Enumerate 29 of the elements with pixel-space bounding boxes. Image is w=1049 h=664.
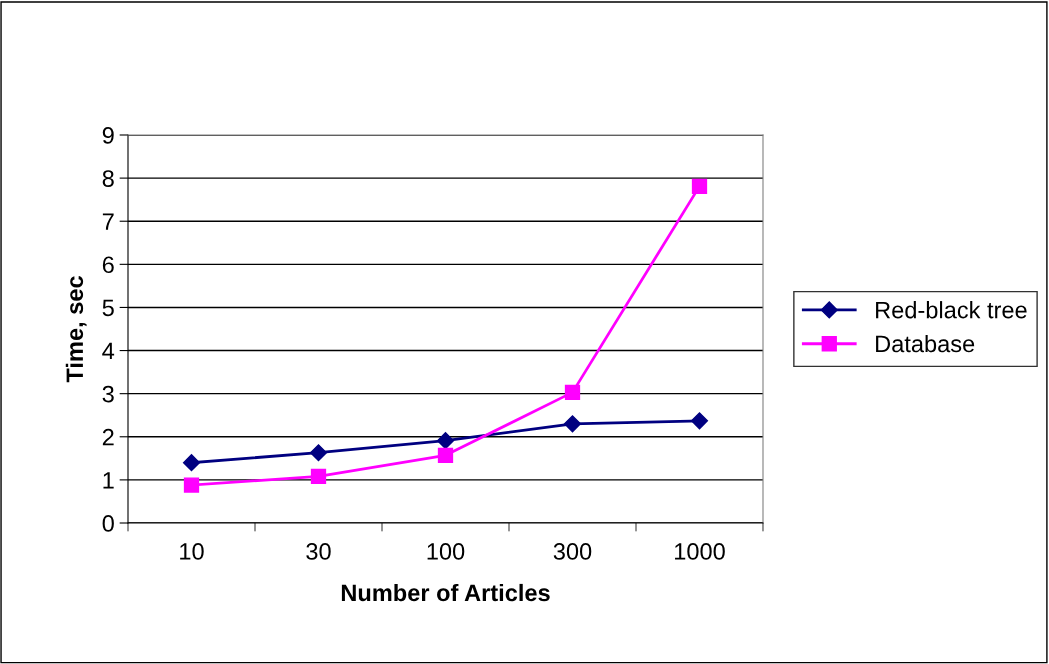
- y-tick-label: 8: [102, 170, 114, 187]
- y-tick-label: 1: [103, 472, 114, 489]
- x-axis-title: Number of Articles: [341, 583, 550, 602]
- y-tick-label: 9: [102, 127, 114, 144]
- x-tick-label: 10: [180, 543, 204, 560]
- y-tick-label: 2: [102, 428, 114, 446]
- point: [436, 432, 455, 450]
- legend-label: Database: [876, 334, 975, 353]
- x-tick-label: 30: [306, 543, 331, 560]
- point: [690, 412, 709, 430]
- point: [563, 415, 582, 433]
- y-tick-label: 6: [102, 256, 114, 274]
- point: [691, 178, 708, 194]
- point: [310, 468, 327, 485]
- y-tick-label: 4: [102, 342, 115, 360]
- y-tick-label: 0: [102, 515, 114, 532]
- point: [437, 447, 454, 463]
- point: [182, 454, 201, 472]
- legend-label: Red-black tree: [876, 301, 1027, 319]
- y-tick-label: 7: [102, 213, 114, 230]
- point: [183, 477, 200, 493]
- y-axis-title: Time, sec: [65, 276, 87, 383]
- y-tick-label: 3: [102, 385, 114, 403]
- point: [564, 384, 581, 401]
- y-tick-label: 5: [102, 299, 114, 317]
- x-tick-label: 1000: [675, 543, 725, 560]
- x-tick-label: 100: [427, 543, 465, 560]
- x-tick-label: 300: [553, 543, 592, 560]
- point: [309, 444, 328, 462]
